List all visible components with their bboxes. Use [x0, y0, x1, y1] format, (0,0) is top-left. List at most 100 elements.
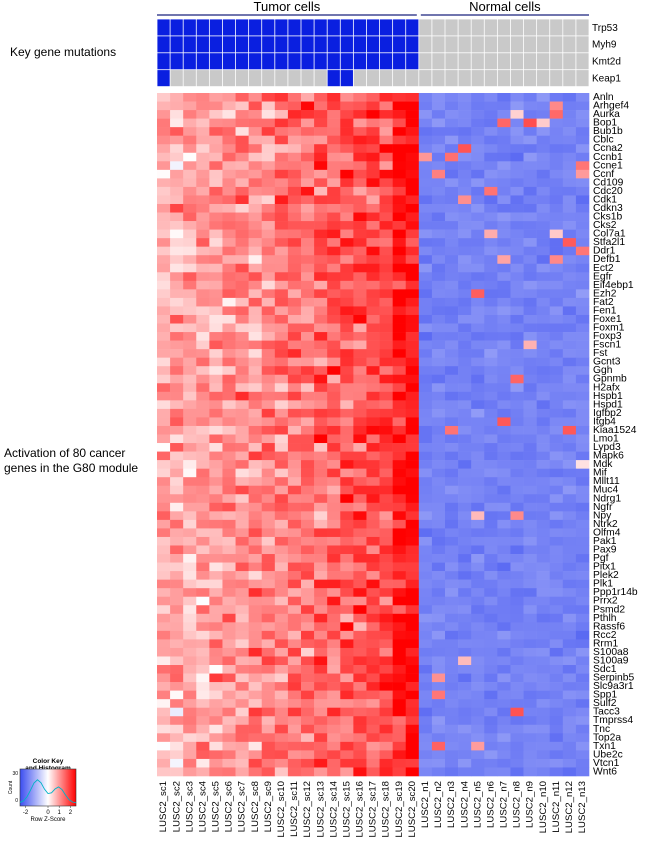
heatmap-cell — [183, 528, 197, 538]
heatmap-cell — [209, 110, 223, 119]
heatmap-cell — [392, 383, 407, 393]
heatmap-cell — [471, 425, 485, 435]
heatmap-cell — [157, 195, 171, 205]
heatmap-cell — [287, 443, 302, 452]
heatmap-cell — [287, 767, 302, 777]
heatmap-cell — [536, 494, 551, 504]
heatmap-cell — [183, 272, 197, 282]
heatmap-cell — [196, 502, 210, 512]
heatmap-cell — [157, 451, 171, 461]
heatmap-cell — [366, 545, 380, 555]
heatmap-cell — [170, 110, 184, 119]
gene-label: Arhgef4 — [593, 101, 629, 112]
heatmap-cell — [301, 699, 315, 708]
heatmap-cell — [458, 767, 472, 777]
sample-label: LUSC2_n2 — [433, 781, 444, 828]
heatmap-cell — [170, 579, 184, 589]
heatmap-cell — [183, 673, 197, 683]
heatmap-cell — [431, 340, 446, 350]
heatmap-cell — [287, 93, 302, 102]
heatmap-cell — [196, 169, 210, 179]
heatmap-cell — [405, 647, 420, 657]
heatmap-cell — [536, 314, 551, 324]
heatmap-cell — [497, 545, 511, 555]
sample-label: LUSC2_sc13 — [315, 781, 326, 838]
heatmap-cell — [471, 229, 485, 239]
heatmap-cell — [497, 630, 511, 640]
heatmap-cell — [301, 528, 315, 538]
heatmap-cell — [170, 622, 184, 632]
heatmap-cell — [222, 221, 236, 230]
heatmap-cell — [301, 152, 315, 162]
heatmap-cell — [418, 562, 433, 572]
heatmap-cell — [536, 280, 551, 290]
heatmap-cell — [183, 434, 197, 444]
heatmap-cell — [327, 502, 341, 512]
heatmap-cell — [314, 306, 328, 316]
heatmap-cell — [209, 443, 223, 452]
mutation-cell — [510, 19, 524, 36]
heatmap-cell — [183, 323, 197, 333]
heatmap-cell — [274, 451, 289, 461]
heatmap-cell — [575, 605, 590, 615]
heatmap-cell — [497, 443, 511, 452]
heatmap-cell — [301, 741, 315, 751]
heatmap-cell — [209, 622, 223, 632]
gene-label: Ube2c — [593, 749, 623, 760]
heatmap-cell — [248, 741, 263, 751]
heatmap-cell — [157, 161, 171, 171]
heatmap-cell — [510, 383, 524, 393]
heatmap-cell — [445, 374, 459, 384]
heatmap-cell — [497, 639, 511, 649]
heatmap-cell — [183, 758, 197, 768]
heatmap-cell — [301, 673, 315, 683]
heatmap-cell — [471, 144, 485, 154]
heatmap-cell — [379, 477, 393, 487]
heatmap-cell — [379, 443, 393, 452]
heatmap-cell — [235, 596, 249, 606]
heatmap-cell — [235, 485, 249, 495]
heatmap-cell — [274, 665, 289, 674]
gene-label: Fst — [593, 348, 607, 359]
heatmap-cell — [366, 588, 380, 598]
mutation-cell — [196, 36, 209, 53]
heatmap-cell — [209, 400, 223, 410]
heatmap-cell — [327, 306, 341, 316]
heatmap-cell — [353, 588, 367, 598]
heatmap-cell — [196, 408, 210, 418]
heatmap-cell — [405, 460, 420, 469]
heatmap-cell — [431, 724, 446, 734]
heatmap-cell — [209, 391, 223, 401]
heatmap-cell — [274, 673, 289, 683]
heatmap-cell — [562, 255, 577, 265]
heatmap-cell — [261, 656, 276, 666]
heatmap-cell — [327, 400, 341, 410]
heatmap-cell — [536, 733, 551, 743]
heatmap-cell — [497, 605, 511, 615]
heatmap-cell — [484, 280, 498, 290]
heatmap-cell — [157, 630, 171, 640]
heatmap-cell — [510, 511, 524, 521]
heatmap-cell — [248, 767, 263, 777]
heatmap-cell — [183, 349, 197, 358]
heatmap-cell — [287, 741, 302, 751]
heatmap-cell — [366, 613, 380, 623]
heatmap-cell — [196, 323, 210, 333]
heatmap-cell — [431, 349, 446, 358]
heatmap-cell — [458, 716, 472, 726]
heatmap-cell — [340, 135, 354, 145]
heatmap-cell — [222, 562, 236, 572]
heatmap-cell — [418, 716, 433, 726]
heatmap-cell — [170, 152, 184, 162]
heatmap-cell — [248, 724, 263, 734]
gene-label: Psmd2 — [593, 604, 625, 615]
heatmap-cell — [340, 733, 354, 743]
heatmap-cell — [248, 383, 263, 393]
heatmap-cell — [379, 152, 393, 162]
gene-label: Fen1 — [593, 305, 617, 316]
heatmap-cell — [484, 135, 498, 145]
heatmap-cell — [196, 571, 210, 580]
heatmap-cell — [196, 203, 210, 213]
heatmap-cell — [353, 263, 367, 273]
heatmap-cell — [458, 639, 472, 649]
